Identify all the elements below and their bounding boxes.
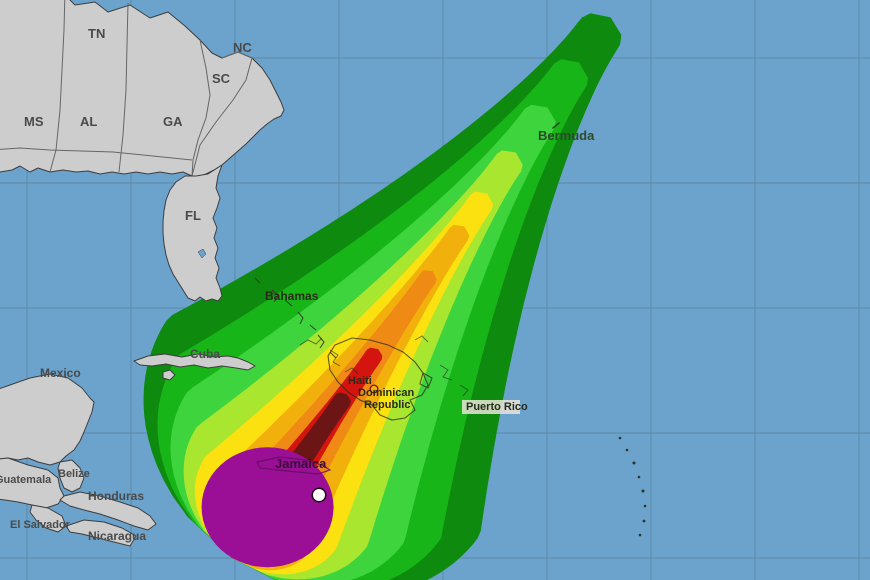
svg-text:NC: NC [233,40,252,55]
svg-text:Republic: Republic [364,399,410,411]
svg-text:AL: AL [80,114,97,129]
svg-text:Jamaica: Jamaica [275,456,327,471]
svg-text:TN: TN [88,26,105,41]
svg-text:MS: MS [24,114,44,129]
svg-text:SC: SC [212,71,231,86]
svg-text:Puerto Rico: Puerto Rico [466,401,528,413]
svg-text:Belize: Belize [58,468,90,480]
svg-text:Cuba: Cuba [190,347,220,361]
svg-text:Honduras: Honduras [88,489,144,503]
svg-text:Guatemala: Guatemala [0,474,52,486]
svg-text:Dominican: Dominican [358,387,415,399]
svg-text:Nicaragua: Nicaragua [88,529,146,543]
svg-text:Mexico: Mexico [40,366,81,380]
svg-text:Bermuda: Bermuda [538,128,595,143]
svg-text:FL: FL [185,208,201,223]
svg-text:El Salvador: El Salvador [10,519,71,531]
svg-text:GA: GA [163,114,183,129]
svg-text:Haiti: Haiti [348,375,372,387]
svg-text:Bahamas: Bahamas [265,289,319,303]
